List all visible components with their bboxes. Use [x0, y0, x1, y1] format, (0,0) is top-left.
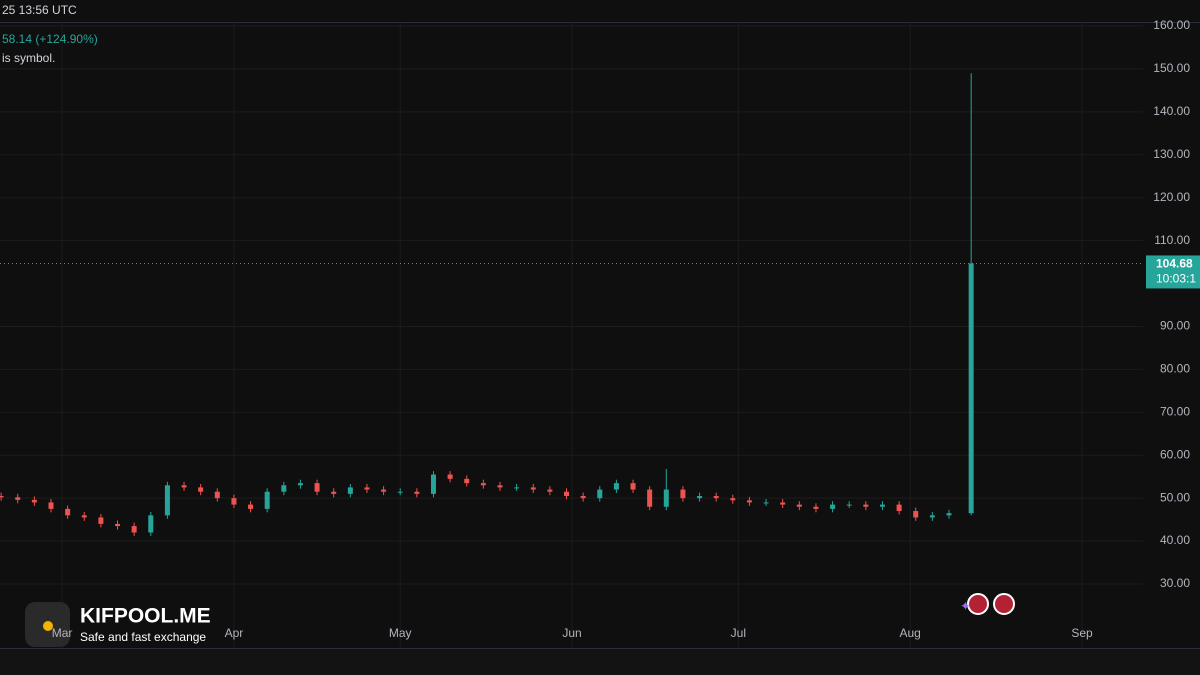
- y-tick-label: 60.00: [1160, 447, 1190, 461]
- y-tick-label: 70.00: [1160, 404, 1190, 418]
- candle-body: [430, 474, 436, 494]
- candle-body: [464, 478, 470, 484]
- top-bar: [0, 0, 1200, 22]
- candle-body: [863, 504, 869, 507]
- candle-body: [164, 485, 170, 516]
- candle-body: [281, 485, 287, 492]
- candle-body: [630, 483, 636, 490]
- last-price-badge: [1146, 255, 1200, 289]
- candle-body: [214, 491, 220, 499]
- candle-body: [796, 504, 802, 507]
- candle-body: [115, 523, 121, 527]
- candle-body: [780, 502, 786, 505]
- candle-body: [314, 483, 320, 492]
- candle-body: [81, 515, 87, 518]
- candle-body: [331, 491, 337, 494]
- y-tick-label: 30.00: [1160, 576, 1190, 590]
- watermark-subtitle: Safe and fast exchange: [80, 630, 206, 644]
- candle-body: [364, 487, 370, 490]
- candle-body: [613, 483, 619, 490]
- candle-body: [31, 499, 37, 503]
- y-tick-label: 80.00: [1160, 362, 1190, 376]
- header-time: 25 13:56 UTC: [2, 3, 77, 17]
- candle-body: [564, 491, 570, 497]
- header-note: is symbol.: [2, 51, 55, 65]
- watermark-dot: [43, 621, 53, 631]
- candle-body: [647, 489, 653, 507]
- candle-body: [15, 497, 21, 500]
- y-tick-label: 150.00: [1153, 61, 1190, 75]
- candle-body: [65, 508, 71, 516]
- candle-body: [697, 496, 703, 499]
- x-tick-label: Jun: [562, 626, 581, 640]
- x-tick-label: Apr: [225, 626, 244, 640]
- watermark: KIFPOOL.ME Safe and fast exchange: [25, 602, 211, 647]
- y-tick-label: 160.00: [1153, 18, 1190, 32]
- candle-body: [514, 487, 520, 489]
- candle-body: [879, 504, 885, 507]
- candle-body: [0, 496, 4, 498]
- candle-body: [497, 485, 503, 488]
- candle-body: [480, 483, 486, 486]
- y-tick-label: 90.00: [1160, 319, 1190, 333]
- candle-body: [580, 496, 586, 499]
- candle-body: [813, 506, 819, 509]
- candle-body: [846, 504, 852, 506]
- last-price-label: 104.68: [1156, 257, 1193, 271]
- event-icon: [993, 593, 1015, 615]
- candle-body: [414, 491, 420, 494]
- candle-body: [297, 483, 303, 486]
- candle-body: [730, 498, 736, 501]
- candle-body: [946, 513, 952, 516]
- event-icons: ✦: [960, 593, 1015, 615]
- candle-body: [597, 489, 603, 499]
- candle-body: [48, 502, 54, 509]
- candle-body: [98, 517, 104, 524]
- candle-body: [913, 511, 919, 518]
- x-tick-label: Sep: [1071, 626, 1093, 640]
- x-tick-label: Aug: [900, 626, 921, 640]
- header-change: 58.14 (+124.90%): [2, 32, 98, 46]
- candle-body: [830, 504, 836, 509]
- candle-body: [248, 504, 254, 509]
- candle-body: [713, 496, 719, 499]
- grid: [0, 23, 1143, 648]
- candle-body: [447, 474, 453, 479]
- candle-body: [746, 500, 752, 503]
- candle-body: [530, 487, 536, 490]
- y-tick-label: 120.00: [1153, 190, 1190, 204]
- watermark-title: KIFPOOL.ME: [80, 605, 211, 628]
- bottom-bar: [0, 648, 1200, 675]
- candle-body: [131, 526, 137, 533]
- candle-body: [397, 491, 403, 493]
- x-tick-label: May: [389, 626, 412, 640]
- y-tick-label: 110.00: [1154, 233, 1190, 247]
- event-star: ✦: [960, 598, 971, 613]
- candle-body: [968, 263, 974, 514]
- candle-body: [198, 487, 204, 492]
- y-tick-label: 50.00: [1160, 490, 1190, 504]
- candle-body: [896, 504, 902, 512]
- candle-body: [929, 515, 935, 518]
- candle-body: [181, 485, 187, 488]
- event-icon: [967, 593, 989, 615]
- candle-body: [663, 489, 669, 507]
- x-tick-label: Mar: [52, 626, 73, 640]
- candle-body: [547, 489, 553, 492]
- candle-body: [264, 491, 270, 509]
- x-tick-label: Jul: [731, 626, 746, 640]
- candle-body: [680, 489, 686, 499]
- candle-body: [347, 487, 353, 494]
- y-tick-label: 130.00: [1153, 147, 1190, 161]
- y-tick-label: 40.00: [1160, 533, 1190, 547]
- countdown-label: 10:03:1: [1156, 272, 1196, 286]
- y-tick-label: 140.00: [1153, 104, 1190, 118]
- candle-body: [148, 515, 154, 533]
- candle-body: [763, 502, 769, 504]
- candle-body: [231, 498, 237, 505]
- candle-body: [381, 489, 387, 492]
